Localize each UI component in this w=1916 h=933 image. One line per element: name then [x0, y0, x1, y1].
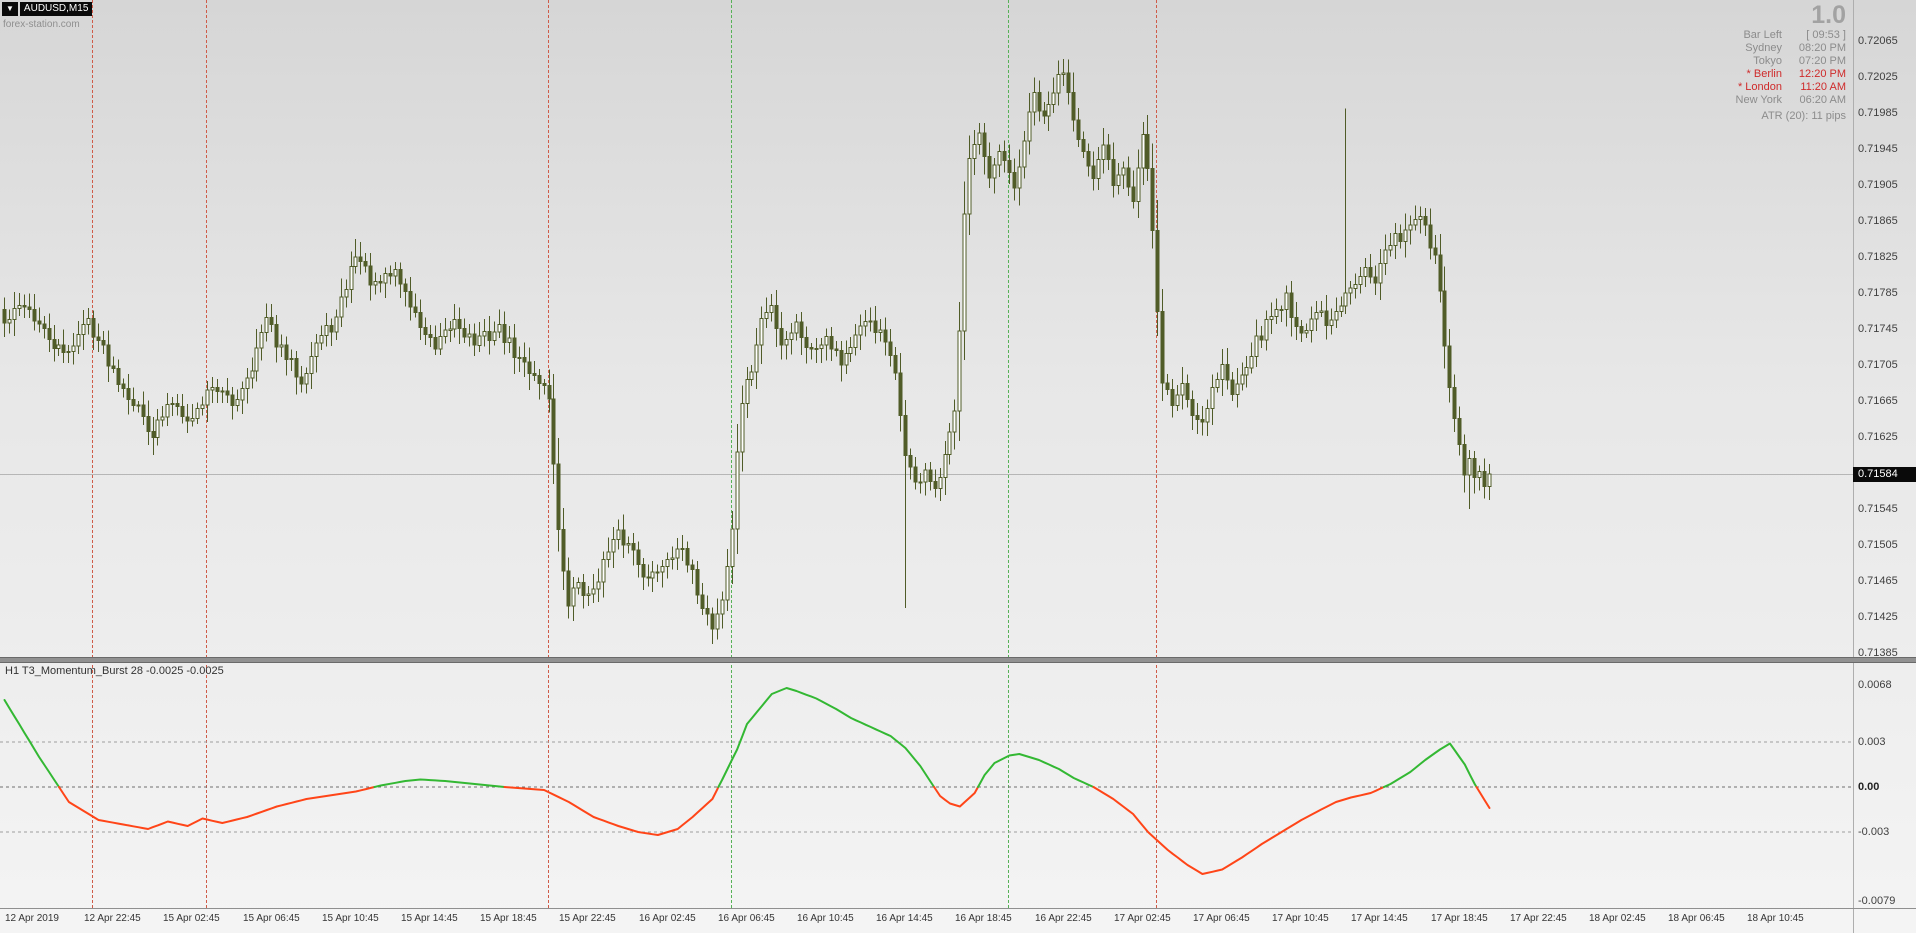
indicator-line-segment — [503, 786, 720, 836]
price-scale-label: 0.71505 — [1858, 539, 1898, 552]
time-label: 17 Apr 14:45 — [1351, 913, 1408, 924]
session-row: Bar Left [ 09:53 ] — [1736, 29, 1846, 42]
time-label: 16 Apr 14:45 — [876, 913, 933, 924]
indicator-line-segment — [977, 753, 1095, 788]
time-label: 17 Apr 22:45 — [1510, 913, 1567, 924]
atr-label: ATR (20): 11 pips — [1761, 110, 1846, 122]
indicator-line-segment — [3, 699, 60, 788]
time-label: 15 Apr 02:45 — [163, 913, 220, 924]
indicator-scale-label: 0.0068 — [1858, 679, 1892, 691]
session-name: Sydney — [1745, 42, 1782, 54]
price-scale-label: 0.71705 — [1858, 359, 1898, 372]
session-time: 08:20 PM — [1798, 42, 1846, 54]
time-label: 18 Apr 10:45 — [1747, 913, 1804, 924]
session-time: [ 09:53 ] — [1806, 29, 1846, 41]
session-time: 06:20 AM — [1799, 94, 1846, 106]
price-scale-label: 0.71625 — [1858, 431, 1898, 444]
session-row: New York 06:20 AM — [1736, 94, 1846, 107]
price-scale-label: 0.71665 — [1858, 395, 1898, 408]
time-label: 17 Apr 10:45 — [1272, 913, 1329, 924]
session-row: * London 11:20 AM — [1736, 81, 1846, 94]
indicator-canvas[interactable] — [0, 662, 1853, 908]
time-label: 12 Apr 22:45 — [84, 913, 141, 924]
indicator-scale-label: 0.003 — [1858, 736, 1886, 748]
time-label: 15 Apr 14:45 — [401, 913, 458, 924]
vline-green — [731, 0, 732, 908]
indicator-line-segment — [58, 786, 376, 830]
time-label: 12 Apr 2019 — [5, 913, 59, 924]
symbol-dropdown-button[interactable]: ▼ — [2, 2, 18, 16]
time-label: 16 Apr 10:45 — [797, 913, 854, 924]
time-label: 16 Apr 18:45 — [955, 913, 1012, 924]
time-label: 15 Apr 10:45 — [322, 913, 379, 924]
symbol-label[interactable]: AUDUSD,M15 — [19, 2, 93, 16]
scale-separator — [1853, 0, 1854, 933]
clock-version: 1.0 — [1811, 1, 1846, 29]
price-scale-label: 0.71785 — [1858, 287, 1898, 300]
time-label: 18 Apr 02:45 — [1589, 913, 1646, 924]
price-scale-label: 0.71825 — [1858, 251, 1898, 264]
panel-splitter[interactable] — [0, 657, 1916, 663]
price-scale-label: 0.71745 — [1858, 323, 1898, 336]
session-rows: Bar Left [ 09:53 ] Sydney 08:20 PM Tokyo 07:2… — [1736, 29, 1846, 107]
vline-red — [1156, 0, 1157, 908]
time-label: 17 Apr 02:45 — [1114, 913, 1171, 924]
watermark: forex-station.com — [3, 19, 80, 30]
vline-red — [206, 0, 207, 908]
session-row: Sydney 08:20 PM — [1736, 42, 1846, 55]
vline-green — [1008, 0, 1009, 908]
indicator-line-segment — [717, 687, 936, 788]
symbol-header: ▼ AUDUSD,M15 — [2, 2, 93, 16]
price-scale-label: 0.71945 — [1858, 143, 1898, 156]
time-axis-separator — [0, 908, 1916, 909]
price-scale-label: 0.71905 — [1858, 179, 1898, 192]
price-scale-label: 0.71385 — [1858, 647, 1898, 660]
price-scale-label: 0.71545 — [1858, 503, 1898, 516]
session-name: * Berlin — [1746, 68, 1782, 80]
price-chart-canvas[interactable] — [0, 0, 1853, 658]
chevron-down-icon: ▼ — [6, 4, 14, 13]
session-time: 11:20 AM — [1800, 81, 1846, 93]
price-scale-label: 0.71465 — [1858, 575, 1898, 588]
session-clock-panel: 1.0 Bar Left[ 09:53 ] Sydney 08:20 PM Tokyo… — [1736, 2, 1846, 122]
time-label: 16 Apr 06:45 — [718, 913, 775, 924]
session-time: 07:20 PM — [1798, 55, 1846, 67]
price-scale-label: 0.71865 — [1858, 215, 1898, 228]
indicator-line-segment — [1382, 742, 1478, 788]
indicator-label: H1 T3_Momentum_Burst 28 -0.0025 -0.0025 — [5, 665, 224, 677]
time-label: 16 Apr 22:45 — [1035, 913, 1092, 924]
vline-red — [92, 0, 93, 908]
time-label: 17 Apr 18:45 — [1431, 913, 1488, 924]
price-scale-label: 0.72025 — [1858, 71, 1898, 84]
time-label: 15 Apr 06:45 — [243, 913, 300, 924]
time-label: 17 Apr 06:45 — [1193, 913, 1250, 924]
indicator-line-segment — [933, 786, 979, 808]
time-label: 16 Apr 02:45 — [639, 913, 696, 924]
session-name: Tokyo — [1753, 55, 1782, 67]
session-time: 12:20 PM — [1798, 68, 1846, 80]
time-label: 15 Apr 22:45 — [559, 913, 616, 924]
bear-candles — [2, 72, 1487, 630]
session-row: Tokyo 07:20 PM — [1736, 55, 1846, 68]
indicator-scale-label: -0.003 — [1858, 826, 1890, 838]
current-price-badge: 0.71584 — [1853, 467, 1916, 482]
price-scale-label: 0.71425 — [1858, 611, 1898, 624]
indicator-line-segment — [1475, 786, 1491, 809]
bull-candles — [7, 72, 1492, 630]
price-scale-label: 0.72065 — [1858, 35, 1898, 48]
vline-red — [548, 0, 549, 908]
session-name: * London — [1737, 81, 1782, 93]
price-scale-label: 0.71985 — [1858, 107, 1898, 120]
time-label: 18 Apr 06:45 — [1668, 913, 1725, 924]
session-name: Bar Left — [1743, 29, 1782, 41]
indicator-scale-label: -0.0079 — [1858, 895, 1896, 907]
indicator-scale-label: 0.00 — [1858, 781, 1880, 793]
indicator-line-segment — [373, 778, 506, 788]
time-label: 15 Apr 18:45 — [480, 913, 537, 924]
indicator-line-segment — [1092, 786, 1385, 875]
session-row: * Berlin 12:20 PM — [1736, 68, 1846, 81]
session-name: New York — [1735, 94, 1782, 106]
candle-wicks — [4, 59, 1490, 645]
